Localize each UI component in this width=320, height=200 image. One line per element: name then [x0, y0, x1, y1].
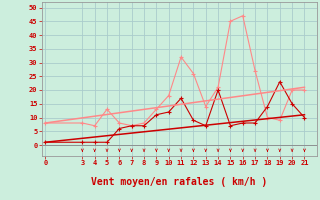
X-axis label: Vent moyen/en rafales ( km/h ): Vent moyen/en rafales ( km/h ): [91, 177, 267, 187]
